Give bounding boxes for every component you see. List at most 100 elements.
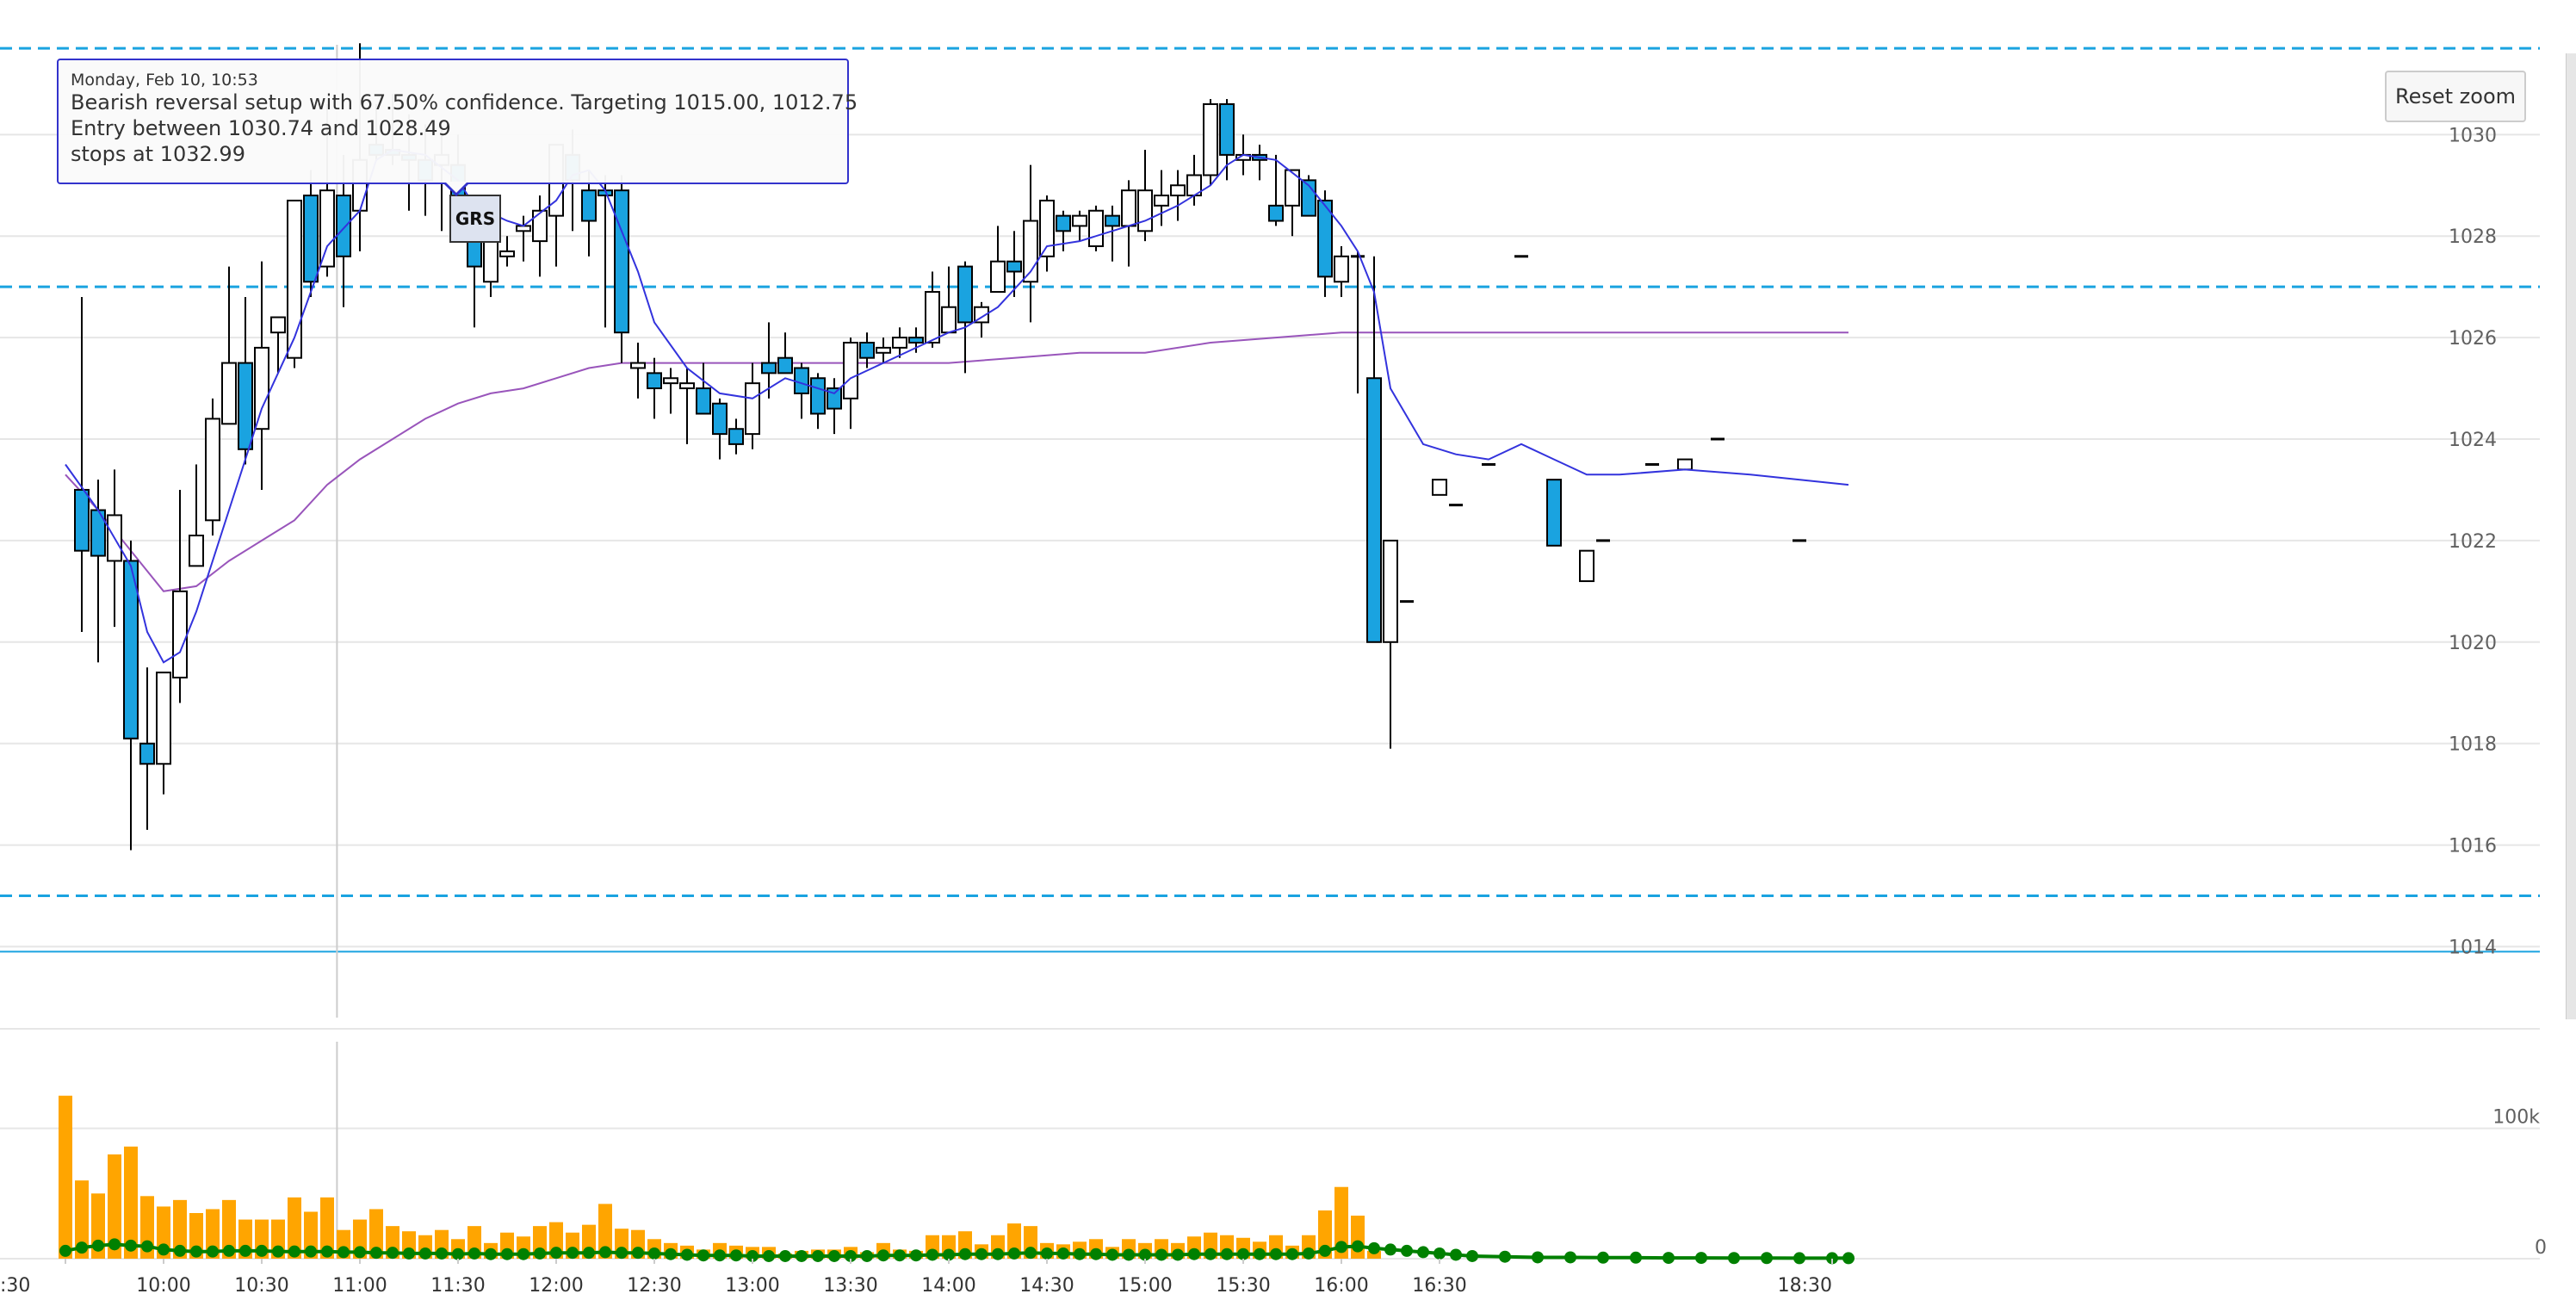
candle [1677, 458, 1693, 471]
candle-body [1137, 189, 1153, 232]
candle [90, 480, 106, 663]
candle [1432, 479, 1447, 496]
candle [941, 266, 957, 334]
volume-average-point [59, 1244, 71, 1257]
candle-body [728, 428, 744, 445]
volume-average-point [1335, 1241, 1347, 1254]
candle [581, 170, 597, 257]
candle-body [1072, 214, 1087, 227]
volume-average-point [1564, 1251, 1576, 1264]
volume-bar [75, 1180, 89, 1259]
candle-body [876, 346, 891, 354]
volume-average-point [796, 1249, 808, 1262]
time-tick-label: :30 [0, 1275, 30, 1297]
tooltip-pointer-inner [445, 182, 468, 193]
volume-tick-label: 100k [2492, 1107, 2540, 1129]
price-axis: 1014 1016 1018 1020 1022 1024 1026 1028 1030 [2449, 125, 2497, 958]
volume-bar [173, 1199, 187, 1259]
candle [156, 672, 171, 795]
price-gridlines [0, 133, 2540, 1260]
candle-body [1432, 479, 1447, 496]
candle-body [663, 377, 678, 385]
volume-average-point [894, 1249, 906, 1262]
volume-axis: 0 100k [2492, 1107, 2547, 1259]
candle-body [679, 382, 695, 390]
volume-average-point [567, 1247, 579, 1260]
volume-average-point [1630, 1251, 1642, 1264]
candle [810, 373, 826, 430]
candle [990, 226, 1006, 294]
candle-body [1056, 214, 1071, 232]
price-tick-label: 1018 [2449, 734, 2497, 756]
candle-body [483, 240, 498, 283]
candle [598, 175, 613, 328]
tooltip-date: Monday, Feb 10, 10:53 [71, 71, 258, 90]
volume-average-point [1532, 1251, 1544, 1264]
candle [1546, 479, 1562, 547]
fast-ema-line [65, 148, 1849, 664]
time-tick-label: 12:00 [529, 1275, 583, 1297]
price-levels [0, 46, 2540, 953]
time-tick-label: 15:30 [1216, 1275, 1270, 1297]
volume-average-point [288, 1245, 300, 1258]
candle [1121, 180, 1136, 267]
volume-average-point [1728, 1252, 1740, 1265]
candle [728, 418, 744, 455]
volume-average-point [1695, 1252, 1707, 1265]
candle-body [990, 260, 1006, 294]
volume-average-point [337, 1246, 350, 1259]
candle-body [843, 342, 858, 399]
volume-average-point [1826, 1252, 1838, 1265]
candle-body [647, 372, 662, 390]
volume-bar [124, 1146, 138, 1259]
vertical-scrollbar[interactable] [2566, 53, 2576, 1019]
candle-body [1105, 214, 1120, 227]
volume-average-point [665, 1247, 677, 1260]
reset-zoom-button[interactable]: Reset zoom [2385, 71, 2526, 122]
price-tick-label: 1016 [2449, 836, 2497, 857]
volume-bar [1334, 1186, 1348, 1259]
volume-bar [1367, 1250, 1381, 1259]
candle-body [156, 672, 171, 765]
volume-bars [59, 1095, 1381, 1259]
volume-bar [206, 1209, 220, 1259]
volume-average-point [1842, 1252, 1855, 1265]
volume-average-point [158, 1243, 170, 1256]
price-tick-label: 1030 [2449, 125, 2497, 146]
candle-body [859, 342, 875, 359]
candle [1219, 99, 1235, 181]
volume-average-point [1106, 1248, 1118, 1261]
volume-average-point [861, 1249, 873, 1262]
candle-body [287, 199, 302, 359]
candle-body [794, 367, 809, 394]
candle-body [745, 382, 760, 436]
volume-average-point [550, 1247, 562, 1260]
price-tick-label: 1028 [2449, 226, 2497, 248]
time-tick-label: 13:30 [823, 1275, 877, 1297]
volume-average-point [1188, 1247, 1200, 1260]
time-tick-label: 14:00 [921, 1275, 975, 1297]
candle-body [1154, 195, 1169, 207]
volume-average-point [501, 1247, 513, 1260]
volume-average-point [92, 1239, 104, 1252]
signal-flag[interactable]: GRS [449, 195, 501, 243]
price-tick-label: 1024 [2449, 430, 2497, 451]
candle-body [123, 560, 139, 740]
time-tick-label: 16:00 [1314, 1275, 1368, 1297]
slow-ema-series [65, 331, 1848, 592]
price-tick-label: 1026 [2449, 328, 2497, 350]
candle-body [827, 387, 842, 410]
volume-average-point [1221, 1247, 1233, 1260]
candle [532, 195, 548, 277]
candle [1203, 99, 1218, 186]
volume-average-point [910, 1249, 922, 1262]
volume-average-point [207, 1245, 219, 1258]
candle-body [908, 337, 924, 344]
candle-body [957, 265, 973, 324]
candle [139, 667, 155, 830]
volume-average-point [190, 1245, 202, 1258]
volume-average-point [1319, 1244, 1331, 1257]
volume-average-point [1041, 1247, 1053, 1260]
candle [123, 540, 139, 851]
